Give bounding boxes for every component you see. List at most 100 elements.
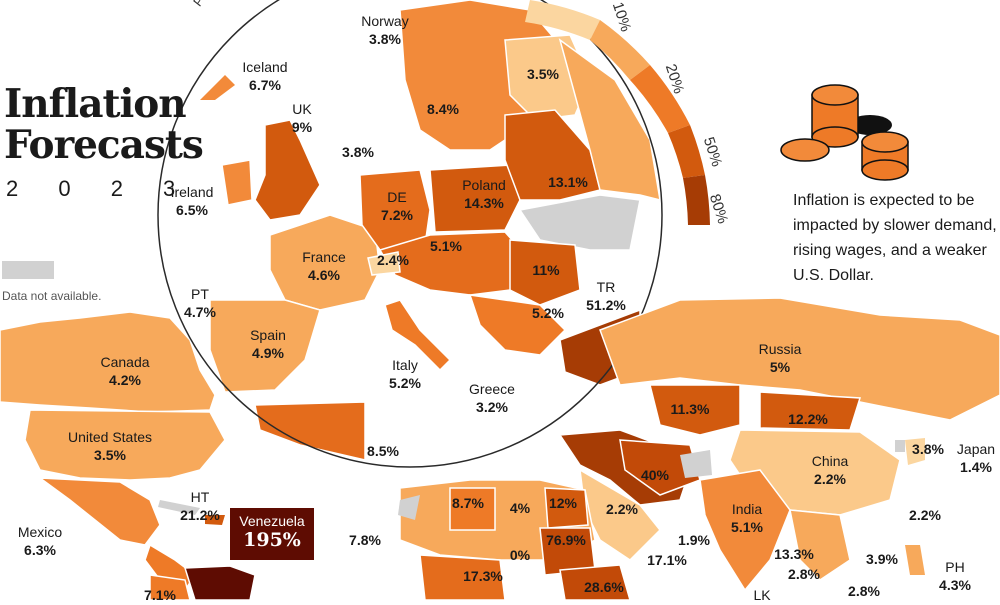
coins-icon [780, 84, 909, 181]
value-label: 2.8% [848, 583, 880, 599]
value-label: 8.7% [452, 495, 484, 511]
region-mexico [37, 477, 161, 546]
na-swatch [2, 261, 54, 279]
region-philippines [905, 545, 925, 575]
region-venezuela [183, 565, 256, 601]
inflation-note: Inflation is expected to be impacted by … [793, 192, 997, 284]
region-iran [619, 439, 701, 496]
value-label: 12% [548, 495, 578, 511]
venezuela-callout: Venezuela 195% [230, 508, 314, 560]
value-label: 11% [532, 262, 560, 278]
label-japan: Japan 1.4% [956, 441, 996, 475]
value-label: 2.4% [377, 252, 409, 268]
europe-inset-circle [157, 0, 663, 468]
legend-arc [525, 0, 710, 225]
title-year: 2 0 2 3 [6, 176, 193, 201]
title-line-1: Inflation [4, 81, 187, 127]
value-label: 3.9% [866, 551, 898, 567]
value-label: 28.6% [584, 579, 624, 595]
region-italy [384, 299, 452, 372]
label-uk: UK 9% [291, 101, 313, 135]
value-label: 11.3% [670, 401, 710, 417]
region-india [699, 469, 791, 592]
region-afghan-gray [680, 450, 712, 478]
region-iceland [200, 75, 235, 100]
region-japan [905, 438, 925, 465]
region-russia [599, 297, 1000, 421]
region-mongolia [759, 391, 862, 431]
region-france [269, 214, 381, 311]
label-china: China 2.2% [811, 453, 849, 487]
region-ukraine-gray [518, 194, 641, 251]
value-label: 76.9% [546, 532, 586, 548]
label-italy: Italy 5.2% [389, 357, 421, 391]
value-label: 3.8% [912, 441, 944, 457]
na-label: Data not available. [2, 289, 102, 303]
label-portugal: PT 4.7% [184, 286, 216, 320]
label-poland: Poland 14.3% [462, 177, 506, 211]
callout-name: Venezuela [239, 513, 305, 529]
label-united-states: United States 3.5% [67, 429, 153, 463]
region-iberia [209, 299, 321, 393]
value-label: 2.2% [909, 507, 941, 523]
region-canada [0, 311, 216, 413]
value-label: 13.1% [548, 174, 588, 190]
callout-value: 195% [243, 529, 301, 551]
region-egypt [544, 487, 589, 529]
value-label: 3.8% [342, 144, 374, 160]
value-label: 17.3% [463, 568, 503, 584]
value-label: 0% [509, 547, 531, 563]
value-label: 1.9% [678, 532, 710, 548]
region-haiti [205, 515, 225, 525]
value-label: 4% [509, 500, 531, 516]
region-north-africa [254, 401, 366, 461]
label-philippines: PH 4.3% [939, 559, 971, 593]
label-india: India 5.1% [731, 501, 763, 535]
label-france: France 4.6% [302, 249, 346, 283]
region-uk [254, 119, 321, 221]
page-title: Inflation Forecasts [4, 81, 204, 168]
label-greece: Greece 3.2% [469, 381, 515, 415]
region-libya [449, 487, 496, 531]
value-label: 13.3% [774, 546, 814, 562]
value-label: 2.8% [788, 566, 820, 582]
value-label: 3.5% [527, 66, 559, 82]
value-label: 12.2% [788, 411, 828, 427]
region-balkans [468, 294, 567, 356]
value-label: 2.2% [606, 501, 638, 517]
label-russia: Russia 5% [758, 341, 802, 375]
label-turkey: TR 51.2% [586, 279, 626, 313]
label-haiti: HT 21.2% [180, 489, 220, 523]
label-ireland: Ireland 6.5% [170, 184, 214, 218]
region-us [24, 409, 226, 481]
region-korea-gray [895, 440, 905, 452]
value-label: 5.2% [532, 305, 564, 321]
value-label: 8.4% [427, 101, 459, 117]
region-baltic [504, 109, 601, 201]
label-germany: DE 7.2% [381, 189, 413, 223]
label-spain: Spain 4.9% [250, 327, 286, 361]
value-label: 40% [640, 467, 670, 483]
region-seasia [789, 509, 851, 581]
region-poland [429, 164, 521, 233]
value-label: 5.1% [430, 238, 462, 254]
region-romania [509, 239, 581, 306]
value-label: 17.1% [647, 552, 687, 568]
region-switzerland [367, 251, 401, 276]
title-line-2: Forecasts [4, 122, 204, 168]
value-label: 7.8% [349, 532, 381, 548]
label-norway: Norway 3.8% [361, 13, 409, 47]
region-morocco-gray [398, 495, 420, 520]
value-label: 8.5% [367, 443, 399, 459]
label-sri-lanka: LK [753, 587, 771, 603]
region-russia-west [558, 38, 661, 202]
region-ireland [221, 159, 253, 206]
label-iceland: Iceland 6.7% [242, 59, 288, 93]
region-kazakhstan [649, 384, 741, 436]
region-cuba [158, 500, 200, 515]
value-label: 7.1% [144, 587, 176, 603]
label-mexico: Mexico 6.3% [17, 524, 63, 558]
label-canada: Canada 4.2% [100, 354, 150, 388]
